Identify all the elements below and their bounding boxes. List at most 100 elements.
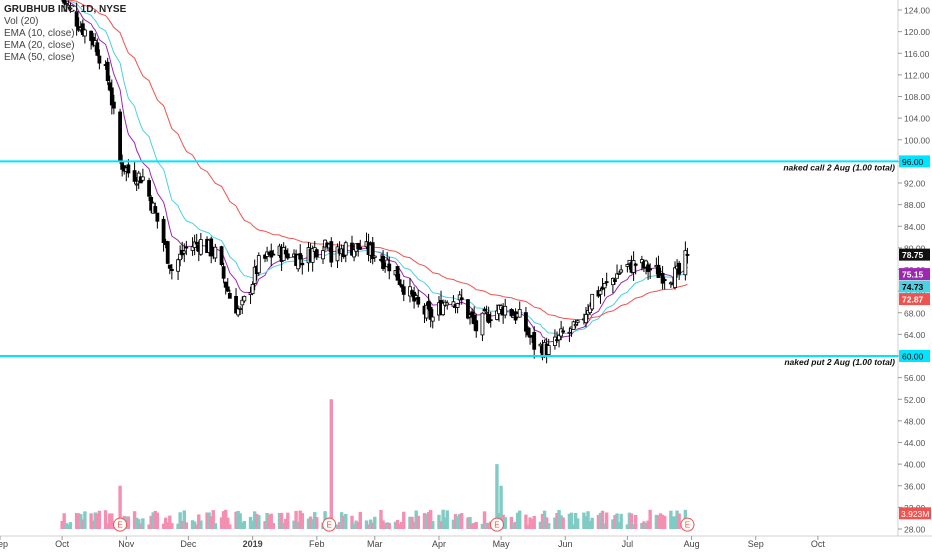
- candle-body: [517, 309, 522, 318]
- volume-bar: [95, 513, 100, 529]
- volume-bar: [170, 523, 174, 529]
- candle-body: [613, 279, 617, 282]
- volume-bar: [424, 513, 429, 529]
- candle-body: [155, 212, 160, 222]
- volume-bar: [199, 520, 203, 529]
- volume-series: [60, 399, 690, 529]
- candle-body: [213, 246, 218, 259]
- volume-last-box: [899, 507, 931, 520]
- volume-bar: [561, 517, 565, 529]
- volume-bar: [255, 513, 259, 529]
- volume-bar: [542, 510, 547, 529]
- candle-body: [590, 293, 595, 310]
- hline-price-label-1: 60.00: [902, 352, 924, 362]
- volume-bar: [596, 514, 601, 529]
- volume-bar: [118, 485, 122, 529]
- volume-bar: [168, 515, 172, 529]
- volume-bar: [629, 513, 634, 529]
- candle-body: [381, 255, 385, 269]
- volume-bar: [590, 517, 594, 529]
- legend-ema50[interactable]: EMA (50, close): [4, 52, 75, 63]
- x-tick-label: Aug: [684, 539, 700, 549]
- volume-bar: [480, 523, 485, 529]
- x-tick-label: Oct: [55, 539, 70, 549]
- candle-body: [169, 268, 174, 272]
- earnings-marker-label: E: [685, 521, 690, 530]
- y-tick-label: 64.00: [904, 330, 926, 340]
- candle-body: [118, 111, 122, 161]
- volume-bar: [105, 523, 110, 529]
- x-tick-label: Mar: [367, 539, 383, 549]
- candle-body: [296, 254, 301, 270]
- legend-symbol[interactable]: GRUBHUB INC, 1D, NYSE: [4, 4, 127, 15]
- volume-bar: [344, 513, 348, 529]
- candle-body: [223, 281, 228, 288]
- volume-bar: [416, 515, 420, 529]
- candle-body: [80, 23, 85, 35]
- candle-body: [509, 309, 514, 317]
- candle-body: [619, 269, 624, 273]
- volume-bar: [544, 517, 549, 529]
- candle-body: [161, 218, 166, 243]
- price-label-box-ema20: [899, 280, 930, 293]
- price-label-ema20: 74.73: [902, 282, 924, 292]
- candle-body: [656, 264, 661, 278]
- volume-bar: [286, 512, 290, 529]
- volume-bar: [571, 524, 576, 529]
- volume-bar: [567, 513, 572, 529]
- volume-bar: [228, 524, 232, 529]
- candle-body: [238, 308, 243, 310]
- x-tick-label: Sep: [0, 539, 8, 549]
- candle-body: [546, 345, 551, 355]
- volume-bar: [66, 524, 71, 529]
- candle-body: [82, 29, 87, 37]
- x-tick-label: Sep: [748, 539, 764, 549]
- volume-bar: [422, 513, 427, 529]
- candle-body: [370, 242, 375, 259]
- volume-bar: [484, 522, 489, 529]
- volume-bar: [294, 510, 298, 529]
- volume-bar: [337, 522, 342, 529]
- volume-bar: [151, 512, 155, 529]
- volume-bar: [352, 523, 356, 529]
- candle-body: [557, 334, 561, 341]
- volume-bar: [385, 522, 389, 529]
- candle-body: [271, 253, 276, 256]
- legend-volume[interactable]: Vol (20): [4, 16, 39, 27]
- volume-bar: [161, 523, 166, 529]
- y-tick-label: 120.00: [904, 27, 930, 37]
- volume-bar: [600, 510, 605, 529]
- legend-ema10[interactable]: EMA (10, close): [4, 28, 75, 39]
- volume-bar: [530, 519, 534, 529]
- volume-bar: [397, 523, 402, 529]
- volume-bar: [412, 521, 416, 529]
- candle-body: [470, 311, 474, 318]
- candle-body: [283, 249, 288, 255]
- volume-bar: [364, 520, 369, 529]
- x-tick-label: May: [493, 539, 511, 549]
- volume-bar: [532, 515, 536, 529]
- volume-bar: [671, 516, 675, 529]
- volume-bar: [559, 515, 563, 529]
- volume-bar: [540, 513, 545, 529]
- candle-body: [105, 61, 110, 82]
- volume-bar: [495, 464, 499, 529]
- volume-bar: [627, 512, 632, 529]
- volume-bar: [654, 514, 659, 529]
- candle-body: [250, 284, 255, 295]
- y-tick-label: 56.00: [904, 373, 926, 383]
- volume-bar: [76, 513, 81, 529]
- y-tick-label: 108.00: [904, 92, 930, 102]
- volume-bar: [74, 513, 79, 529]
- volume-bar: [178, 512, 182, 529]
- volume-bar: [180, 520, 184, 529]
- volume-bar: [402, 511, 406, 529]
- legend-ema20[interactable]: EMA (20, close): [4, 40, 75, 51]
- volume-bar: [234, 511, 238, 529]
- price-label-box-last: [899, 248, 930, 261]
- volume-bar: [356, 521, 360, 529]
- candle-body: [615, 273, 619, 279]
- x-tick-label: Jul: [622, 539, 634, 549]
